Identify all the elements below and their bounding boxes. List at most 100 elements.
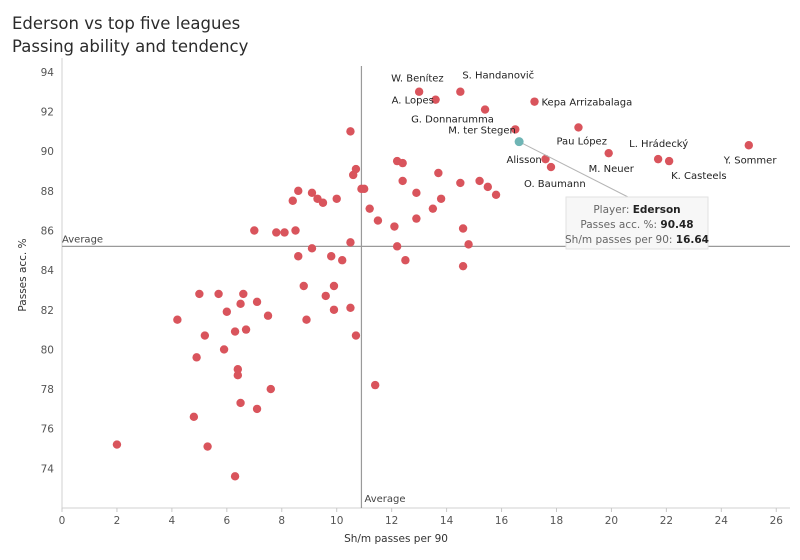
tooltip-player-value: Ederson: [633, 204, 681, 216]
data-point: [434, 168, 443, 178]
data-point: [239, 289, 248, 299]
data-point: [236, 299, 245, 309]
data-point-labeled: [664, 156, 674, 166]
tooltip-passes-acc-value: 90.48: [660, 219, 693, 231]
data-point: [398, 176, 407, 186]
data-point: [483, 182, 493, 192]
y-tick-label: 74: [41, 463, 55, 475]
point-label: M. Neuer: [589, 164, 635, 175]
data-point: [192, 353, 201, 362]
point-label: S. Handanovič: [462, 70, 534, 82]
chart-title: Ederson vs top five leagues: [12, 14, 241, 33]
x-tick-label: 16: [495, 515, 509, 527]
data-point: [318, 198, 328, 207]
x-axis-title: Sh/m passes per 90: [344, 533, 448, 545]
tooltip-player-label: Player:: [593, 204, 632, 216]
average-y-label: Average: [62, 234, 103, 245]
y-tick-label: 86: [41, 225, 55, 237]
x-tick-label: 18: [550, 515, 563, 527]
data-point: [373, 216, 383, 225]
data-point: [475, 176, 484, 186]
data-point: [392, 242, 402, 251]
data-point: [294, 252, 303, 261]
data-point: [280, 228, 289, 237]
x-tick-label: 26: [770, 515, 784, 527]
y-axis-title: Passes acc. %: [17, 238, 29, 311]
tooltip-shm-passes-value: 16.64: [676, 234, 709, 246]
data-point: [266, 384, 275, 394]
data-point: [233, 370, 243, 380]
point-label: W. Benítez: [391, 73, 444, 85]
data-point: [189, 412, 199, 422]
x-tick-label: 2: [114, 515, 121, 527]
data-point-labeled: [431, 95, 440, 104]
data-point: [252, 404, 262, 414]
x-tick-label: 6: [223, 515, 230, 527]
point-label: G. Donnarumma: [411, 115, 494, 126]
point-label: K. Casteels: [671, 171, 726, 182]
data-point: [464, 240, 473, 249]
data-point: [302, 315, 311, 324]
data-point: [250, 226, 259, 235]
x-tick-label: 0: [59, 515, 66, 527]
data-point: [222, 307, 232, 316]
data-point: [329, 305, 339, 314]
data-point: [307, 244, 317, 253]
data-point: [230, 472, 240, 481]
data-point: [200, 331, 210, 340]
point-label: Y. Sommer: [723, 155, 778, 166]
data-point-labeled: [414, 87, 424, 96]
data-point: [491, 190, 501, 200]
data-point-labeled: [574, 123, 583, 132]
data-point: [291, 226, 300, 235]
data-point: [173, 315, 182, 324]
y-tick-label: 94: [41, 67, 55, 79]
highlight-point: [514, 137, 524, 147]
data-point-labeled: [744, 141, 753, 150]
x-tick-label: 8: [278, 515, 285, 527]
y-tick-label: 76: [41, 424, 55, 436]
data-point: [294, 186, 303, 196]
point-label: M. ter Stegen: [448, 125, 516, 136]
data-point: [351, 164, 361, 174]
tooltip-passes-acc: Passes acc. %: 90.48: [580, 219, 693, 231]
x-tick-label: 20: [605, 515, 618, 527]
data-point: [346, 303, 355, 312]
data-point: [329, 281, 339, 291]
data-point-labeled: [541, 154, 550, 164]
data-point: [332, 194, 341, 203]
data-point: [365, 204, 374, 213]
data-point: [112, 440, 122, 449]
data-point: [338, 256, 347, 265]
data-point: [307, 188, 317, 198]
y-tick-label: 92: [41, 107, 54, 119]
data-point: [359, 184, 369, 194]
data-point: [241, 325, 251, 334]
y-tick-label: 84: [41, 265, 55, 277]
data-point: [327, 252, 336, 261]
data-point: [351, 331, 361, 340]
data-point-labeled: [604, 148, 613, 158]
average-x-label: Average: [364, 494, 405, 505]
data-point: [236, 398, 245, 408]
x-tick-label: 24: [715, 515, 729, 527]
tooltip-leader-line: [518, 141, 629, 198]
y-tick-label: 90: [41, 146, 54, 158]
point-label: L. Hrádecký: [629, 138, 688, 150]
x-tick-label: 14: [440, 515, 454, 527]
data-point-labeled: [511, 125, 520, 134]
tooltip-shm-passes-label: Sh/m passes per 90:: [565, 234, 676, 246]
data-point: [346, 127, 355, 136]
data-point-labeled: [530, 97, 539, 106]
x-tick-label: 22: [660, 515, 673, 527]
data-point-labeled: [480, 105, 490, 114]
data-point-labeled: [546, 162, 556, 172]
data-point-labeled: [653, 154, 663, 164]
point-label: Kepa Arrizabalaga: [542, 98, 633, 109]
point-label: Pau López: [556, 135, 607, 147]
data-point: [428, 204, 438, 213]
data-point: [203, 442, 212, 451]
data-point: [299, 281, 308, 291]
point-label: O. Baumann: [524, 179, 586, 190]
y-tick-label: 82: [41, 305, 54, 317]
